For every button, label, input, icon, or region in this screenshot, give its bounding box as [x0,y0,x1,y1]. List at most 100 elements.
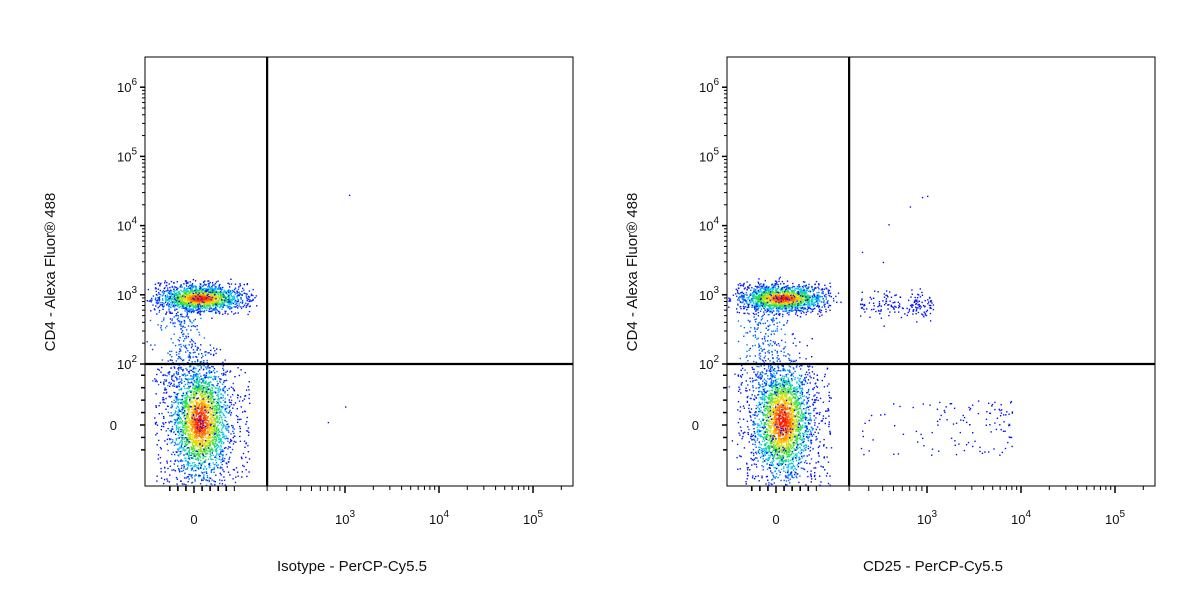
event-dot [217,292,219,294]
event-dot [178,291,181,294]
event-dot [193,427,195,429]
event-dot [194,371,196,373]
event-dot [209,389,211,391]
event-dot [228,297,230,299]
event-dot [213,368,216,370]
event-dot [186,314,188,316]
event-dot [186,298,188,300]
event-dot [216,291,218,293]
event-dot [195,385,197,387]
event-dot [226,293,228,295]
event-dot [176,298,178,300]
event-dot [219,292,222,294]
event-dot [210,290,212,292]
event-dot [241,290,243,293]
outlier-dot [327,421,330,424]
event-dot [203,297,205,299]
event-dot [232,297,234,300]
event-dot [198,390,201,392]
event-dot [173,290,175,292]
event-dot [194,456,197,458]
event-dot [152,380,154,382]
event-dot [160,366,163,369]
event-dot [189,378,191,380]
event-dot [234,481,237,484]
event-dot [248,397,250,400]
event-dot [212,289,214,291]
event-dot [174,322,176,324]
event-dot [180,452,182,454]
event-dot [182,394,185,396]
event-dot [238,400,241,402]
event-dot [201,305,203,307]
event-dot [190,286,193,288]
event-dot [203,305,205,307]
event-dot [198,408,200,410]
event-dot [188,442,190,444]
event-dot [232,425,234,427]
event-dot [228,283,230,285]
event-dot [175,297,177,300]
event-dot [213,288,215,290]
event-dot [184,373,186,375]
event-dot [164,389,166,391]
event-dot [154,309,156,311]
event-dot [190,391,192,393]
event-dot [199,416,201,418]
event-dot [202,436,205,438]
event-dot [216,453,218,456]
event-dot [199,291,202,293]
event-dot [198,298,200,300]
event-dot [228,458,230,460]
event-dot [211,384,213,386]
event-dot [220,439,222,441]
event-dot [207,286,209,288]
event-dot [194,351,196,353]
event-dot [186,401,188,403]
event-dot [193,391,195,393]
event-dot [210,302,212,304]
event-dot [181,443,183,445]
event-dot [214,283,217,285]
event-dot [202,421,204,423]
event-dot [209,408,211,410]
event-dot [232,302,234,305]
event-dot [219,303,222,306]
event-dot [194,408,196,410]
event-dot [181,333,184,335]
event-dot [208,477,211,479]
event-dot [243,410,246,412]
event-dot [192,434,194,437]
event-dot [202,393,204,396]
event-dot [179,348,181,350]
event-dot [185,367,187,370]
event-dot [218,454,220,456]
event-dot [188,319,191,321]
event-dot [190,419,193,422]
event-dot [194,480,196,482]
event-dot [222,389,225,392]
event-dot [207,282,210,285]
event-dot [200,398,203,400]
event-dot [226,420,228,423]
event-dot [218,303,221,305]
event-dot [177,369,180,371]
event-dot [228,302,231,304]
event-dot [200,416,202,418]
event-dot [233,432,235,435]
event-dot [756,379,758,381]
event-dot [214,296,217,298]
event-dot [200,420,202,422]
event-dot [223,381,225,384]
event-dot [188,425,190,428]
event-dot [192,401,194,403]
event-dot [795,439,797,442]
event-dot [198,384,200,386]
event-dot [184,326,186,329]
event-dot [218,421,220,423]
event-dot [228,431,230,433]
event-dot [223,479,226,481]
event-dot [188,473,190,476]
event-dot [198,419,200,421]
event-dot [194,458,196,460]
